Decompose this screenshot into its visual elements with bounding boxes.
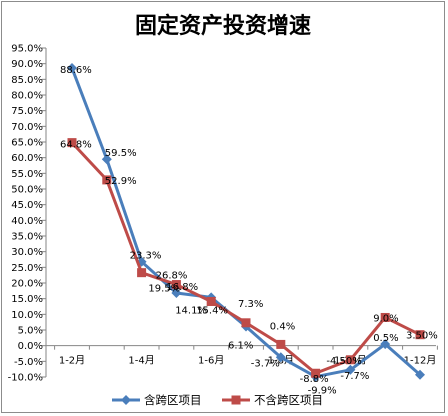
y-tick-label: 60.0% (11, 153, 43, 164)
data-label: 9.0% (373, 313, 398, 324)
data-label: 88.6% (60, 65, 92, 76)
legend-marker-2 (231, 395, 241, 405)
series-marker-square (67, 138, 77, 148)
chart-title: 固定资产投资增速 (134, 13, 311, 39)
series-marker-diamond (171, 288, 182, 299)
data-label: 26.8% (156, 271, 188, 282)
y-tick-label: 10.0% (11, 310, 43, 321)
x-tick-label: 1-4月 (128, 355, 154, 367)
legend-marker-1 (121, 395, 131, 405)
series-marker-square (311, 368, 321, 378)
series-marker-square (137, 268, 147, 278)
y-tick-label: 80.0% (11, 91, 43, 102)
y-tick-label: 70.0% (11, 122, 43, 133)
y-tick-label: 0.0% (18, 341, 43, 352)
data-label: 64.8% (60, 140, 92, 151)
data-label: 16.8% (166, 282, 198, 293)
data-label: 0.4% (270, 321, 295, 332)
data-label: -8.8% (300, 374, 329, 385)
y-tick-label: 85.0% (11, 75, 43, 86)
data-label: -4.50% (326, 356, 361, 367)
y-tick-label: -5.0% (14, 357, 43, 368)
data-label: 23.3% (130, 251, 162, 262)
data-label: 3.50% (406, 331, 438, 342)
y-tick-label: 20.0% (11, 279, 43, 290)
data-label: 7.3% (238, 299, 263, 310)
series-marker-square (206, 296, 216, 306)
series-marker-square (276, 339, 286, 349)
series-marker-square (241, 318, 251, 328)
y-tick-label: 95.0% (11, 44, 43, 55)
data-label: 59.5% (105, 148, 137, 159)
series-marker-diamond (101, 154, 112, 165)
y-tick-label: 35.0% (11, 232, 43, 243)
series-marker-diamond (67, 63, 77, 74)
y-tick-label: 5.0% (18, 326, 43, 337)
data-label: -7.7% (340, 371, 369, 382)
x-tick-label: 1-6月 (198, 355, 224, 367)
series-marker-diamond (275, 352, 286, 363)
y-tick-label: -10.0% (8, 373, 43, 384)
series-marker-square (415, 330, 425, 340)
y-tick-label: 55.0% (11, 169, 43, 180)
data-label: 14.1% (175, 305, 207, 316)
y-tick-label: 65.0% (11, 138, 43, 149)
legend-label-2: 不含跨区项目 (254, 393, 323, 407)
data-label: -9.9% (308, 386, 337, 397)
y-tick-label: 25.0% (11, 263, 43, 274)
data-label: 19.5% (148, 284, 180, 295)
series-marker-diamond (345, 364, 356, 375)
series-marker-diamond (380, 339, 391, 350)
series-marker-square (102, 175, 112, 185)
data-label: 0.5% (373, 333, 398, 344)
y-tick-label: 15.0% (11, 294, 43, 305)
series-marker-diamond (415, 369, 425, 380)
data-label: -3.7% (251, 358, 280, 369)
y-tick-label: 40.0% (11, 216, 43, 227)
legend-label-1: 含跨区项目 (144, 393, 202, 407)
x-tick-label: 1-2月 (59, 355, 85, 367)
y-tick-label: 90.0% (11, 59, 43, 70)
y-tick-label: 50.0% (11, 185, 43, 196)
y-tick-label: 45.0% (11, 200, 43, 211)
data-label: 6.1% (228, 341, 253, 352)
data-label: 52.9% (105, 176, 137, 187)
series-marker-square (380, 312, 390, 322)
data-label: 15.4% (196, 305, 228, 316)
y-tick-label: 30.0% (11, 247, 43, 258)
series-marker-square (345, 355, 355, 365)
y-tick-label: 75.0% (11, 106, 43, 117)
series-marker-square (171, 280, 181, 290)
x-tick-label: 1-12月 (404, 355, 437, 367)
